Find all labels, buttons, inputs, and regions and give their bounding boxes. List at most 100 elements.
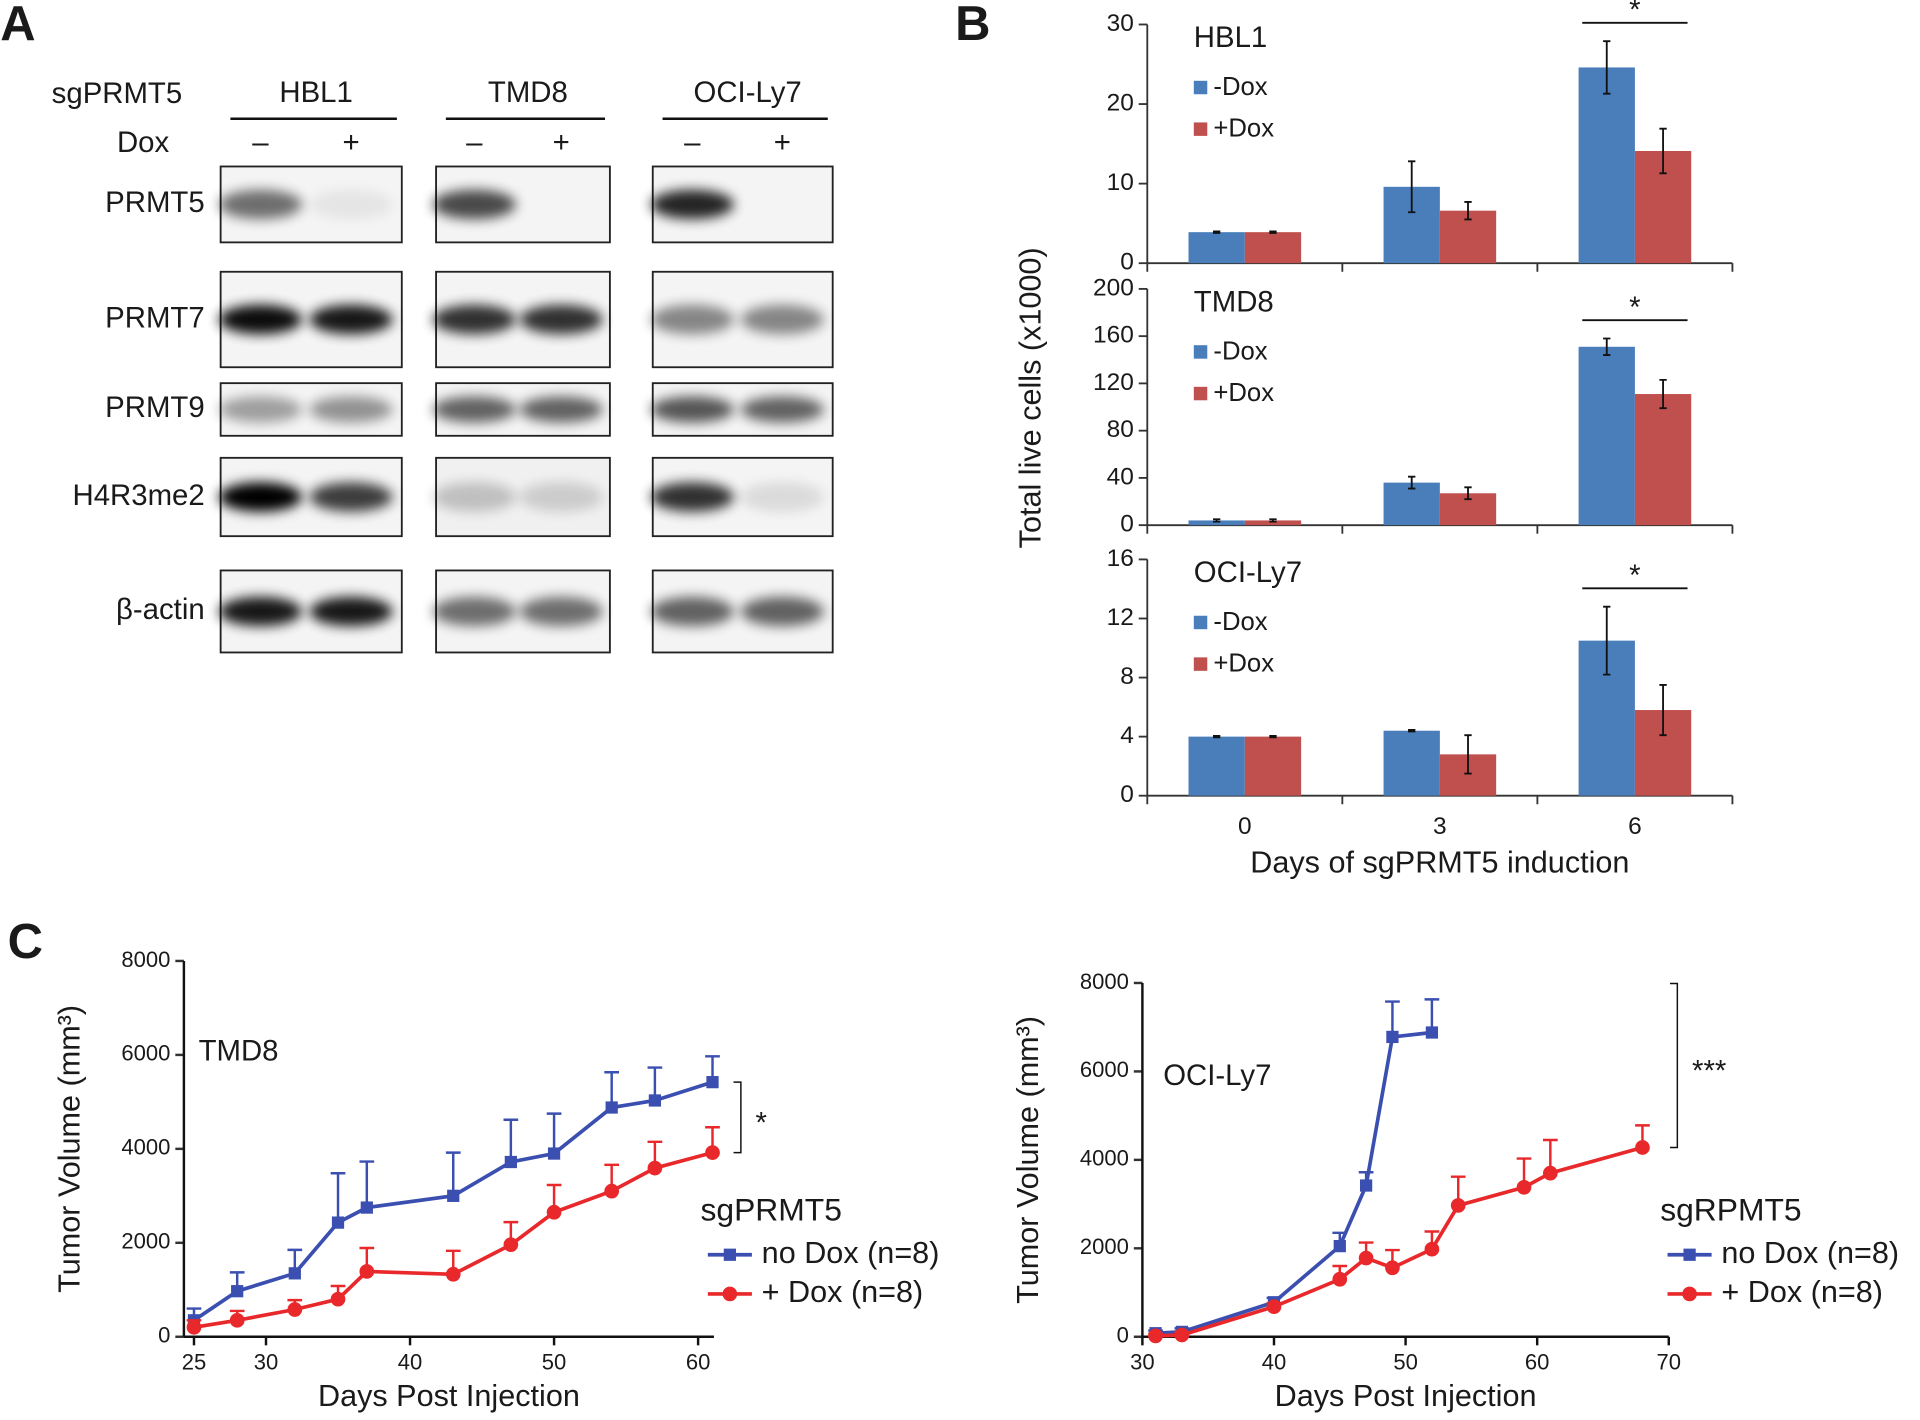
marker	[1332, 1271, 1348, 1287]
y-tick-label: 8000	[121, 947, 170, 972]
blot-band	[309, 482, 393, 512]
treatment-sign: –	[684, 126, 701, 159]
marker	[287, 1302, 303, 1317]
blot-band	[519, 304, 603, 335]
legend-label: -Dox	[1213, 73, 1267, 101]
error-bar	[1212, 230, 1221, 234]
error-bar	[1464, 734, 1472, 775]
y-tick-label: 30	[1107, 10, 1134, 37]
chart-title: OCI-Ly7	[1194, 556, 1302, 589]
y-tick-label: 40	[1107, 463, 1134, 490]
bar	[1578, 67, 1635, 264]
panel-label: B	[955, 0, 990, 51]
error-bar	[1408, 475, 1416, 490]
error-bar	[1603, 605, 1611, 676]
marker	[1425, 1026, 1439, 1039]
error-bar	[445, 1151, 461, 1196]
bar	[1634, 394, 1692, 526]
y-tick-label: 4	[1120, 722, 1134, 749]
chart-title: OCI-Ly7	[1163, 1059, 1271, 1092]
y-tick-label: 6000	[121, 1041, 170, 1066]
legend-title: sgRPMT5	[1660, 1191, 1801, 1227]
error-bar	[330, 1172, 346, 1223]
treatment-sign: +	[342, 126, 359, 159]
bar	[1188, 736, 1245, 796]
protein-label: PRMT5	[105, 186, 205, 219]
blot-band	[218, 596, 303, 627]
marker	[1148, 1328, 1163, 1344]
error-bar	[546, 1112, 562, 1154]
legend-swatch	[1193, 657, 1208, 671]
legend-marker	[722, 1286, 738, 1302]
blot-band	[432, 396, 516, 423]
marker	[447, 1189, 460, 1202]
marker	[706, 1076, 719, 1089]
marker	[288, 1267, 301, 1280]
marker	[331, 1216, 345, 1229]
legend-marker	[1683, 1248, 1696, 1261]
y-tick-label: 6000	[1080, 1057, 1129, 1082]
x-tick-label: 0	[1238, 813, 1252, 840]
y-tick-label: 8000	[1080, 969, 1129, 994]
legend-swatch	[1193, 80, 1208, 95]
blot-band	[432, 596, 516, 627]
blot-band	[519, 482, 603, 512]
protein-label: β-actin	[116, 593, 205, 626]
x-tick-label: 40	[1262, 1350, 1287, 1375]
bar	[1188, 232, 1245, 264]
chart-title: TMD8	[199, 1035, 279, 1068]
marker	[648, 1094, 662, 1107]
x-axis-label: Days Post Injection	[1275, 1379, 1537, 1413]
blot-band	[309, 304, 393, 335]
x-tick-label: 30	[254, 1350, 279, 1375]
marker	[1542, 1165, 1558, 1181]
legend-label: + Dox (n=8)	[1721, 1275, 1883, 1309]
marker	[1174, 1327, 1190, 1343]
error-bar	[1212, 734, 1221, 739]
error-bar	[1659, 127, 1667, 175]
y-tick-label: 0	[1117, 1323, 1129, 1348]
marker	[1333, 1239, 1346, 1253]
legend-label: +Dox	[1213, 649, 1274, 677]
protein-label: PRMT7	[105, 301, 205, 334]
y-tick-label: 2000	[1080, 1234, 1129, 1259]
y-tick-label: 0	[1120, 249, 1134, 276]
legend-label: +Dox	[1213, 115, 1274, 143]
legend-label: no Dox (n=8)	[762, 1236, 940, 1270]
blot-band	[650, 596, 734, 627]
y-tick-label: 80	[1107, 416, 1134, 443]
blot-band	[309, 189, 393, 220]
marker	[705, 1145, 720, 1160]
legend-swatch	[1193, 122, 1208, 136]
protein-label: PRMT9	[105, 391, 205, 424]
marker	[1450, 1198, 1466, 1213]
cell-line-label: HBL1	[279, 76, 352, 109]
x-tick-label: 25	[182, 1350, 207, 1375]
marker	[330, 1291, 346, 1307]
blot-band	[740, 396, 824, 423]
blot-band	[650, 189, 734, 220]
error-bar	[1269, 734, 1277, 739]
y-tick-label: 4000	[121, 1135, 170, 1160]
legend-swatch	[1193, 386, 1208, 401]
marker	[546, 1204, 562, 1220]
y-tick-label: 8	[1120, 663, 1134, 690]
legend-label: -Dox	[1213, 608, 1267, 636]
x-tick-label: 30	[1130, 1350, 1155, 1375]
marker	[547, 1147, 561, 1160]
cell-line-label: TMD8	[488, 76, 568, 109]
treatment-sign: +	[774, 126, 791, 159]
marker	[503, 1237, 519, 1253]
significance-label: *	[1629, 0, 1640, 27]
error-bar	[1408, 729, 1416, 733]
legend-label: -Dox	[1213, 337, 1267, 365]
significance-label: *	[1629, 291, 1640, 324]
blot-band	[519, 596, 603, 627]
y-tick-label: 0	[1120, 511, 1134, 538]
marker	[1386, 1030, 1399, 1044]
marker	[647, 1160, 663, 1176]
blot-band	[650, 304, 734, 335]
significance-label: ***	[1692, 1055, 1726, 1088]
y-tick-label: 16	[1107, 545, 1134, 572]
